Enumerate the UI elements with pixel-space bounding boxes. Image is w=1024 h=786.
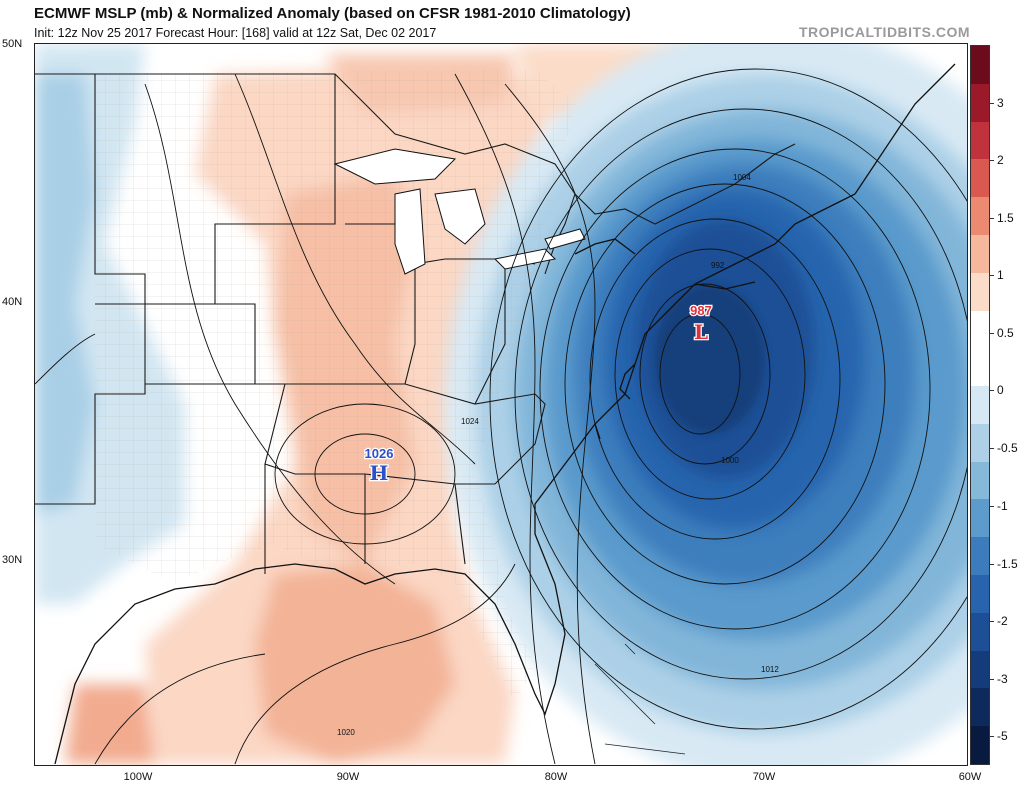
colorbar-tick	[990, 679, 994, 680]
colorbar-segment	[971, 726, 989, 765]
lat-label-50n: 50N	[2, 38, 23, 50]
colorbar-tick	[990, 736, 994, 737]
colorbar-label: 2	[997, 153, 1004, 167]
brand-watermark: TROPICALTIDBITS.COM	[798, 24, 970, 40]
colorbar-segment	[971, 612, 989, 652]
colorbar-segment	[971, 348, 989, 387]
colorbar-segment	[971, 461, 989, 500]
lon-label-80w: 80W	[544, 771, 568, 783]
isobar-label: 1020	[337, 728, 355, 737]
lon-label-70w: 70W	[752, 771, 776, 783]
colorbar-label: 1	[997, 268, 1004, 282]
colorbar-label: -5	[997, 729, 1008, 743]
colorbar-segment	[971, 159, 989, 198]
colorbar-segment	[971, 46, 989, 85]
colorbar-tick	[990, 160, 994, 161]
colorbar-label: 3	[997, 96, 1004, 110]
colorbar-segment	[971, 423, 989, 463]
colorbar-tick	[990, 506, 994, 507]
isobar-label: 992	[711, 261, 725, 270]
colorbar-segment	[971, 386, 989, 425]
colorbar-segment	[971, 537, 989, 576]
map-canvas: 1004 992 1000 1012 1024 1020 1026 H 987 …	[35, 44, 967, 765]
colorbar-label: -3	[997, 672, 1008, 686]
high-pressure-value: 1026	[365, 446, 394, 461]
isobar-label: 1004	[733, 173, 751, 182]
high-pressure-letter: H	[370, 461, 389, 485]
colorbar-tick	[990, 621, 994, 622]
negative-anomaly-shading	[445, 44, 967, 765]
colorbar-tick	[990, 390, 994, 391]
colorbar-tick	[990, 564, 994, 565]
colorbar-segment	[971, 83, 989, 123]
colorbar-segment	[971, 197, 989, 236]
weather-map: 1004 992 1000 1012 1024 1020 1026 H 987 …	[34, 43, 968, 766]
colorbar-label: -0.5	[997, 441, 1018, 455]
chart-subtitle: Init: 12z Nov 25 2017 Forecast Hour: [16…	[34, 26, 437, 40]
colorbar-segment	[971, 650, 989, 689]
high-pressure-marker: 1026 H	[363, 445, 394, 487]
low-pressure-value: 987	[690, 303, 712, 318]
islands	[594, 643, 686, 755]
colorbar-label: -1	[997, 499, 1008, 513]
colorbar-segment	[971, 310, 989, 349]
colorbar-segment	[971, 121, 989, 160]
lon-label-100w: 100W	[123, 771, 153, 783]
colorbar-label: 1.5	[997, 211, 1014, 225]
colorbar-segment	[971, 234, 989, 274]
colorbar-label: 0.5	[997, 326, 1014, 340]
colorbar-segment	[971, 575, 989, 614]
great-lakes	[333, 148, 586, 275]
low-pressure-letter: L	[694, 320, 708, 344]
lat-label-30n: 30N	[2, 554, 23, 566]
low-pressure-marker: 987 L	[689, 302, 713, 346]
colorbar-segment	[971, 499, 989, 538]
isobar-label: 1000	[721, 456, 739, 465]
colorbar-label: -1.5	[997, 557, 1018, 571]
colorbar-tick	[990, 218, 994, 219]
isobar-labels: 1004 992 1000 1012 1024 1020	[337, 173, 779, 737]
colorbar-tick	[990, 333, 994, 334]
colorbar-tick	[990, 103, 994, 104]
lon-label-90w: 90W	[336, 771, 360, 783]
colorbar-label: -2	[997, 614, 1008, 628]
chart-title: ECMWF MSLP (mb) & Normalized Anomaly (ba…	[34, 5, 631, 22]
isobars	[35, 68, 967, 765]
colorbar-segment	[971, 272, 989, 312]
colorbar-segment	[971, 688, 989, 727]
isobar-label: 1012	[761, 665, 779, 674]
anomaly-colorbar	[970, 45, 990, 765]
colorbar-label: 0	[997, 383, 1004, 397]
colorbar-tick	[990, 275, 994, 276]
lat-label-40n: 40N	[2, 296, 23, 308]
isobar-label: 1024	[461, 417, 479, 426]
lon-label-60w: 60W	[958, 771, 982, 783]
colorbar-tick	[990, 448, 994, 449]
